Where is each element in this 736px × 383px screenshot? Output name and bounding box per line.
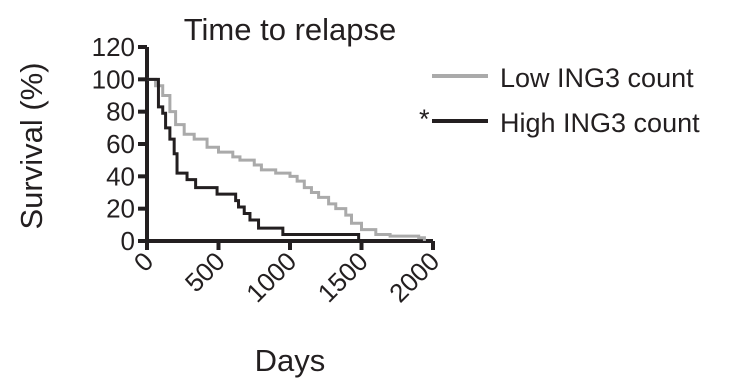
y-axis-label: Survival (%): [14, 62, 49, 229]
series-layer: [147, 77, 426, 241]
y-tick-label: 20: [106, 194, 135, 224]
legend-label-high: High ING3 count: [500, 108, 700, 138]
x-tick-label: 2000: [383, 246, 445, 308]
x-axis-label: Days: [255, 343, 326, 378]
y-tick-label: 60: [106, 129, 135, 159]
x-tick-label: 1000: [240, 246, 302, 308]
series-line-high: [147, 77, 361, 241]
legend-annotation-high: *: [419, 104, 430, 134]
series-line-low: [147, 77, 426, 241]
x-tick-label: 0: [128, 246, 159, 277]
y-tick-label: 80: [106, 97, 135, 127]
y-tick-label: 120: [92, 32, 135, 62]
x-tick-label: 500: [179, 246, 231, 298]
y-tick-label: 40: [106, 161, 135, 191]
chart-title: Time to relapse: [184, 12, 397, 47]
legend: Low ING3 count * High ING3 count: [419, 63, 700, 138]
y-tick-label: 0: [121, 226, 135, 256]
legend-label-low: Low ING3 count: [500, 63, 694, 93]
x-tick-label: 1500: [312, 246, 374, 308]
y-tick-label: 100: [92, 64, 135, 94]
